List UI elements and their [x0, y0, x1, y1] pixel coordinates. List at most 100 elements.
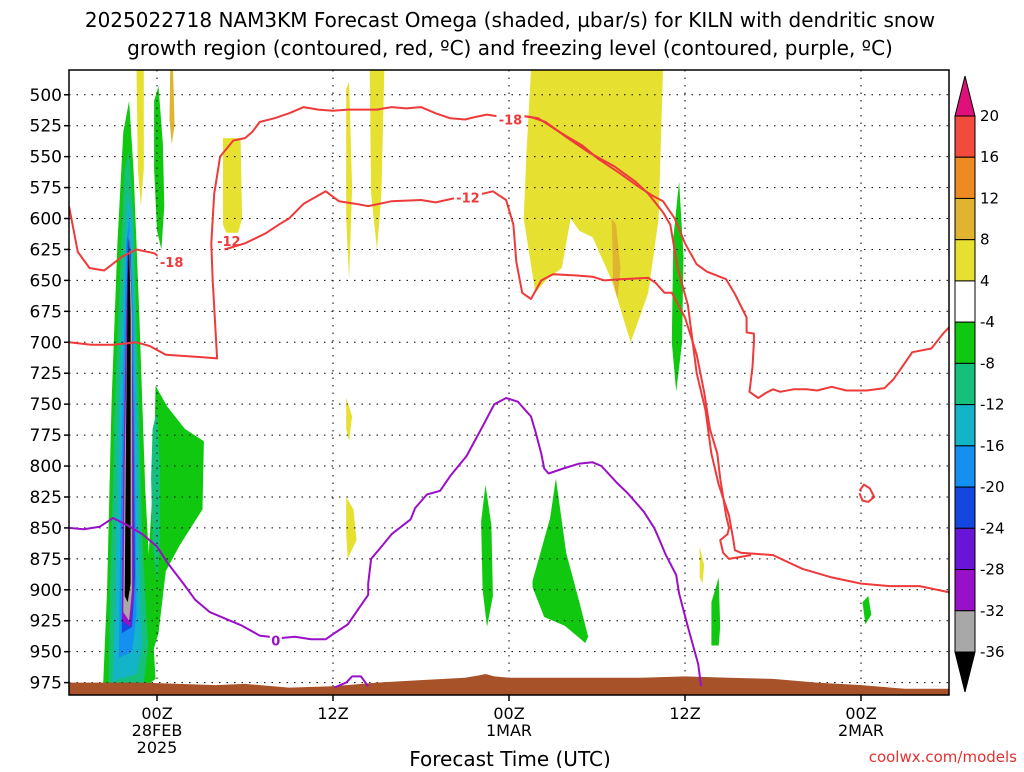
freezing-contour-line: [69, 397, 703, 687]
y-tick-label: 500: [30, 86, 62, 106]
omega-region: [711, 577, 721, 646]
growth-contour-label-bg: [157, 253, 186, 269]
y-tick-label: 700: [30, 333, 62, 353]
freezing-level-contours: 0: [69, 397, 703, 689]
colorbar-label: 20: [980, 107, 999, 125]
y-tick-label: 925: [30, 612, 62, 632]
omega-region: [346, 82, 353, 281]
terrain-layer: [69, 674, 949, 695]
colorbar-bin: [954, 239, 976, 282]
y-tick-label: 525: [30, 117, 62, 137]
colorbar-label: -24: [980, 519, 1005, 537]
x-tick-label: 28FEB: [132, 721, 183, 740]
colorbar-label: -20: [980, 478, 1005, 496]
growth-contour-line: [69, 106, 949, 594]
chart-title-line-2: growth region (contoured, red, ºC) and f…: [127, 36, 893, 60]
chart-title-line-1: 2025022718 NAM3KM Forecast Omega (shaded…: [85, 8, 935, 32]
colorbar-label: 8: [980, 231, 990, 249]
x-tick-label: 00Z: [493, 704, 524, 723]
x-tick-label: 12Z: [669, 704, 700, 723]
y-tick-label: 650: [30, 271, 62, 291]
y-tick-label: 675: [30, 302, 62, 322]
omega-region: [223, 138, 243, 250]
colorbar-label: 16: [980, 148, 999, 166]
x-tick-label: 2MAR: [838, 721, 884, 740]
x-tick-label: 00Z: [141, 704, 172, 723]
growth-contour-label-bg: [453, 189, 482, 205]
colorbar-label: -16: [980, 437, 1005, 455]
omega-shading-layer: [102, 70, 872, 695]
y-tick-label: 975: [30, 674, 62, 694]
colorbar-bin: [954, 610, 976, 653]
colorbar-label: -28: [980, 561, 1005, 579]
colorbar-bin: [954, 527, 976, 571]
colorbar-bin: [954, 156, 976, 199]
omega-region: [862, 596, 872, 625]
y-tick-label: 900: [30, 581, 62, 601]
y-tick-label: 550: [30, 148, 62, 168]
x-tick-label: 00Z: [845, 704, 876, 723]
growth-contour-line: [858, 483, 876, 503]
y-tick-label: 850: [30, 519, 62, 539]
colorbar-label: -8: [980, 354, 995, 372]
y-tick-label: 575: [30, 179, 62, 199]
omega-region: [523, 70, 663, 343]
colorbar-bottom-arrow: [954, 651, 976, 693]
colorbar-label: -32: [980, 602, 1005, 620]
y-tick-label: 950: [30, 643, 62, 663]
freezing-contour-label: 0: [271, 635, 280, 650]
omega-region: [532, 478, 589, 643]
plot-area: [69, 70, 949, 695]
colorbar-bin: [954, 280, 976, 323]
freezing-contour-line: [334, 675, 370, 689]
y-tick-label: 725: [30, 364, 62, 384]
growth-contour-label: -12: [456, 191, 480, 206]
x-tick-label: 2025: [137, 738, 178, 757]
growth-contour-label-bg: [214, 232, 243, 248]
growth-contour-line: [224, 190, 752, 560]
colorbar: 20 16 12 8 4 -4 -8 -12 -16 -20 -24 -28 -32 -36: [954, 75, 1005, 693]
colorbar-bin: [954, 115, 976, 158]
growth-contour-label: -18: [160, 256, 184, 271]
omega-region: [346, 497, 357, 559]
credit-text: coolwx.com/models: [869, 748, 1017, 766]
y-tick-label: 825: [30, 488, 62, 508]
y-tick-label: 800: [30, 457, 62, 477]
colorbar-bin: [954, 569, 976, 612]
y-axis: 500 525 550 575 600 625 650 675 700 725 750 775 800 8…: [30, 86, 69, 694]
y-tick-label: 600: [30, 210, 62, 230]
omega-region: [151, 410, 160, 584]
omega-region: [136, 70, 144, 207]
colorbar-label: 4: [980, 272, 990, 290]
growth-contour-line: [520, 114, 949, 399]
omega-region: [169, 70, 175, 145]
colorbar-top-arrow: [954, 75, 976, 117]
freezing-contour-label-bg: [269, 632, 282, 648]
dendritic-growth-contours: -18-12-12-18: [69, 106, 949, 594]
terrain-ground: [69, 674, 949, 695]
colorbar-label: -4: [980, 313, 995, 331]
colorbar-bin: [954, 486, 976, 529]
growth-contour-line: [69, 205, 164, 272]
growth-contour-label-bg: [496, 111, 525, 127]
y-tick-label: 750: [30, 395, 62, 415]
y-tick-label: 775: [30, 426, 62, 446]
y-tick-label: 625: [30, 240, 62, 260]
x-tick-label: 1MAR: [486, 721, 532, 740]
growth-contour-label: -18: [499, 114, 523, 129]
colorbar-label: -36: [980, 643, 1005, 661]
x-axis-label: Forecast Time (UTC): [409, 747, 611, 768]
y-tick-label: 875: [30, 550, 62, 570]
colorbar-bin: [954, 404, 976, 447]
omega-region: [699, 546, 705, 584]
plot-background: [69, 70, 949, 695]
colorbar-label: -12: [980, 396, 1005, 414]
colorbar-label: 12: [980, 189, 999, 207]
colorbar-bin: [954, 197, 976, 241]
omega-region: [346, 398, 353, 442]
omega-region: [481, 484, 493, 627]
x-tick-label: 12Z: [317, 704, 348, 723]
colorbar-bin: [954, 321, 976, 364]
